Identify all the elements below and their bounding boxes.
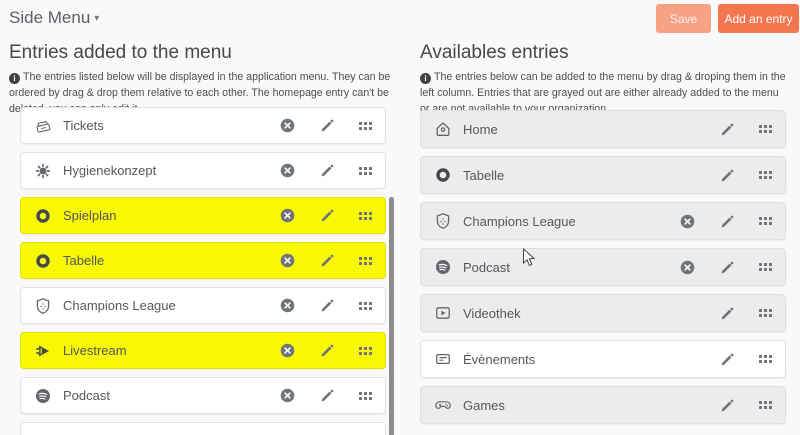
delete-icon[interactable] [279, 297, 296, 314]
drag-handle-icon[interactable] [359, 166, 372, 175]
available-entry-row[interactable]: Videothek [420, 294, 786, 332]
drag-handle-icon[interactable] [359, 391, 372, 400]
menu-entry-label: Tabelle [63, 253, 105, 268]
menu-entry-row[interactable]: Champions League [20, 287, 386, 324]
available-entry-label: Tabelle [463, 167, 505, 183]
menu-entry-row[interactable]: Podcast [20, 377, 386, 414]
spotify-icon [35, 387, 51, 404]
drag-handle-icon[interactable] [359, 346, 372, 355]
info-icon: i [9, 73, 20, 84]
available-entry-row[interactable]: Games [420, 386, 786, 424]
available-entry-row[interactable]: Champions League [420, 202, 786, 240]
delete-icon[interactable] [279, 117, 296, 134]
edit-icon[interactable] [319, 207, 336, 224]
edit-icon[interactable] [719, 213, 736, 230]
edit-icon[interactable] [719, 121, 736, 138]
menu-entry-label: Champions League [63, 298, 176, 313]
menu-entry-row-highlighted[interactable]: Tabelle [20, 242, 386, 279]
left-panel-heading: Entries added to the menu [9, 42, 232, 63]
left-list-scrollbar[interactable] [389, 197, 394, 435]
info-icon: i [420, 73, 431, 84]
target-icon [436, 168, 450, 182]
menu-entry-label: Spielplan [63, 208, 117, 223]
available-entry-label: Videothek [463, 305, 521, 321]
page-title-dropdown[interactable]: Side Menu ▾ [9, 8, 99, 28]
available-entry-label: Champions League [463, 213, 576, 229]
drag-handle-icon[interactable] [359, 121, 372, 130]
video-icon [436, 307, 450, 319]
drag-handle-icon[interactable] [759, 125, 772, 133]
add-entry-button[interactable]: Add an entry [718, 4, 799, 33]
page-title: Side Menu [9, 8, 91, 27]
available-entry-row[interactable]: Home [420, 110, 786, 148]
menu-entry-row-partial[interactable] [20, 422, 386, 435]
edit-icon[interactable] [719, 259, 736, 276]
spotify-icon [435, 259, 451, 275]
edit-icon[interactable] [319, 342, 336, 359]
drag-handle-icon[interactable] [359, 256, 372, 265]
delete-icon[interactable] [679, 259, 696, 276]
virus-icon [35, 163, 51, 178]
delete-icon[interactable] [279, 207, 296, 224]
edit-icon[interactable] [719, 167, 736, 184]
gamepad-icon [435, 401, 451, 409]
delete-icon[interactable] [279, 387, 296, 404]
drag-handle-icon[interactable] [359, 211, 372, 220]
menu-entry-label: Hygienekonzept [63, 163, 157, 178]
menu-entry-row[interactable]: Hygienekonzept [20, 152, 386, 189]
available-entry-label: Évènements [463, 351, 536, 367]
available-entry-row[interactable]: Tabelle [420, 156, 786, 194]
edit-icon[interactable] [319, 387, 336, 404]
drag-handle-icon[interactable] [759, 263, 772, 271]
delete-icon[interactable] [279, 162, 296, 179]
menu-entry-label: Podcast [63, 388, 110, 403]
edit-icon[interactable] [719, 397, 736, 414]
edit-icon[interactable] [319, 162, 336, 179]
available-entry-row[interactable]: Podcast [420, 248, 786, 286]
menu-entry-row[interactable]: Tickets [20, 107, 386, 144]
edit-icon[interactable] [719, 351, 736, 368]
shield-icon [436, 213, 450, 229]
delete-icon[interactable] [279, 252, 296, 269]
menu-entry-label: Tickets [63, 118, 104, 133]
available-entry-row[interactable]: Évènements [420, 340, 786, 378]
stream-icon [36, 344, 50, 357]
tickets-icon [35, 120, 51, 133]
delete-icon[interactable] [679, 213, 696, 230]
menu-entry-row-highlighted[interactable]: Spielplan [20, 197, 386, 234]
edit-icon[interactable] [719, 305, 736, 322]
available-entry-label: Home [463, 121, 498, 137]
drag-handle-icon[interactable] [759, 355, 772, 363]
available-entry-label: Podcast [463, 259, 510, 275]
menu-entry-row-highlighted[interactable]: Livestream [20, 332, 386, 369]
shield-icon [36, 297, 50, 314]
chevron-down-icon: ▾ [94, 13, 100, 24]
home-icon [436, 122, 450, 136]
delete-icon[interactable] [279, 342, 296, 359]
target-icon [36, 253, 50, 268]
available-entry-label: Games [463, 397, 505, 413]
edit-icon[interactable] [319, 117, 336, 134]
edit-icon[interactable] [319, 252, 336, 269]
menu-entry-label: Livestream [63, 343, 127, 358]
edit-icon[interactable] [319, 297, 336, 314]
drag-handle-icon[interactable] [759, 401, 772, 409]
drag-handle-icon[interactable] [759, 217, 772, 225]
drag-handle-icon[interactable] [759, 309, 772, 317]
save-button[interactable]: Save [656, 4, 711, 33]
right-panel-heading: Availables entries [420, 42, 569, 63]
card-icon [436, 353, 450, 365]
target-icon [36, 208, 50, 223]
drag-handle-icon[interactable] [759, 171, 772, 179]
drag-handle-icon[interactable] [359, 301, 372, 310]
